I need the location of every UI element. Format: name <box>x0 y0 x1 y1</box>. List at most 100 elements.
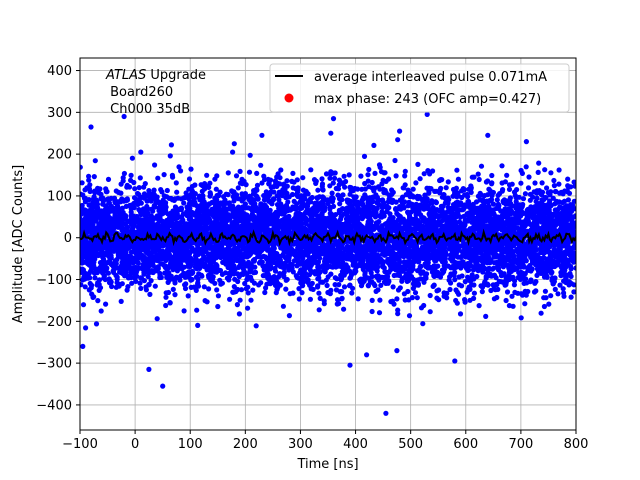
sample-point <box>364 210 370 216</box>
sample-point <box>116 283 122 289</box>
sample-point <box>290 269 296 275</box>
sample-point <box>167 300 173 306</box>
sample-point <box>207 180 213 186</box>
sample-point <box>375 246 381 252</box>
sample-point <box>573 265 576 271</box>
sample-point <box>175 195 181 201</box>
sample-point <box>542 167 548 173</box>
sample-point <box>296 296 302 302</box>
sample-point <box>202 181 208 187</box>
sample-point <box>120 175 126 181</box>
sample-point <box>199 188 205 194</box>
sample-point <box>415 161 421 167</box>
sample-point <box>176 164 182 170</box>
sample-point <box>519 170 526 176</box>
sample-point <box>402 173 408 179</box>
sample-point <box>136 185 142 191</box>
sample-point <box>163 294 169 300</box>
sample-point <box>327 291 333 297</box>
sample-point <box>215 293 221 299</box>
sample-point <box>332 175 338 181</box>
sample-point <box>427 292 433 299</box>
sample-point <box>518 180 524 186</box>
sample-point <box>230 149 236 155</box>
sample-point <box>452 277 458 283</box>
sample-point <box>504 289 511 295</box>
sample-point <box>137 280 143 286</box>
sample-point <box>376 219 382 225</box>
sample-point <box>494 197 500 203</box>
sample-point <box>386 176 392 182</box>
sample-point <box>80 282 84 288</box>
sample-point <box>161 172 167 178</box>
sample-point <box>164 187 170 194</box>
sample-point <box>284 178 290 184</box>
sample-point <box>511 278 518 284</box>
sample-point <box>202 298 208 304</box>
sample-point <box>130 225 136 231</box>
sample-point <box>523 164 529 170</box>
sample-point <box>329 190 335 196</box>
sample-point <box>362 180 368 187</box>
sample-point <box>100 195 106 201</box>
sample-point <box>427 309 433 315</box>
sample-point <box>337 201 343 207</box>
sample-point <box>477 263 483 270</box>
sample-point <box>231 284 237 290</box>
sample-point <box>315 187 321 193</box>
sample-point <box>509 293 515 299</box>
sample-point <box>500 187 506 193</box>
sample-point <box>83 325 89 331</box>
sample-point <box>343 206 349 212</box>
sample-point <box>458 200 464 206</box>
sample-point <box>489 180 495 186</box>
sample-point <box>294 201 300 207</box>
sample-point <box>473 206 479 212</box>
sample-point <box>557 204 563 210</box>
sample-point <box>327 183 333 189</box>
sample-point <box>158 274 164 280</box>
sample-point <box>287 264 293 270</box>
sample-point <box>250 287 256 293</box>
sample-point <box>490 201 497 207</box>
sample-point <box>369 308 375 315</box>
sample-point <box>245 305 251 311</box>
sample-point <box>242 280 248 287</box>
sample-point <box>154 316 160 322</box>
sample-point <box>546 301 552 307</box>
sample-point <box>520 196 527 202</box>
sample-point <box>342 246 348 252</box>
sample-point <box>169 197 175 203</box>
sample-point <box>149 196 155 202</box>
sample-point <box>201 262 207 268</box>
sample-point <box>539 180 545 186</box>
sample-point <box>204 172 210 178</box>
sample-point <box>358 173 364 179</box>
sample-point <box>444 295 450 301</box>
sample-point <box>477 197 483 203</box>
sample-point <box>339 275 345 282</box>
sample-point <box>317 295 323 301</box>
sample-point <box>483 313 489 319</box>
sample-point <box>167 153 173 159</box>
sample-point <box>546 202 552 208</box>
sample-point <box>227 215 233 222</box>
sample-point <box>544 185 550 191</box>
sample-point <box>366 166 372 173</box>
sample-point <box>95 298 101 304</box>
sample-point <box>495 263 501 269</box>
sample-point <box>397 285 403 291</box>
sample-point <box>371 142 377 148</box>
sample-point <box>381 265 387 271</box>
sample-point <box>417 176 423 182</box>
sample-point <box>414 295 420 301</box>
sample-point <box>506 303 512 309</box>
sample-point <box>550 211 556 217</box>
sample-point <box>184 204 190 210</box>
sample-point <box>526 174 532 180</box>
sample-point <box>215 303 221 310</box>
sample-point <box>300 175 306 181</box>
sample-point <box>511 282 517 288</box>
sample-point <box>315 283 321 289</box>
sample-point <box>147 190 153 196</box>
